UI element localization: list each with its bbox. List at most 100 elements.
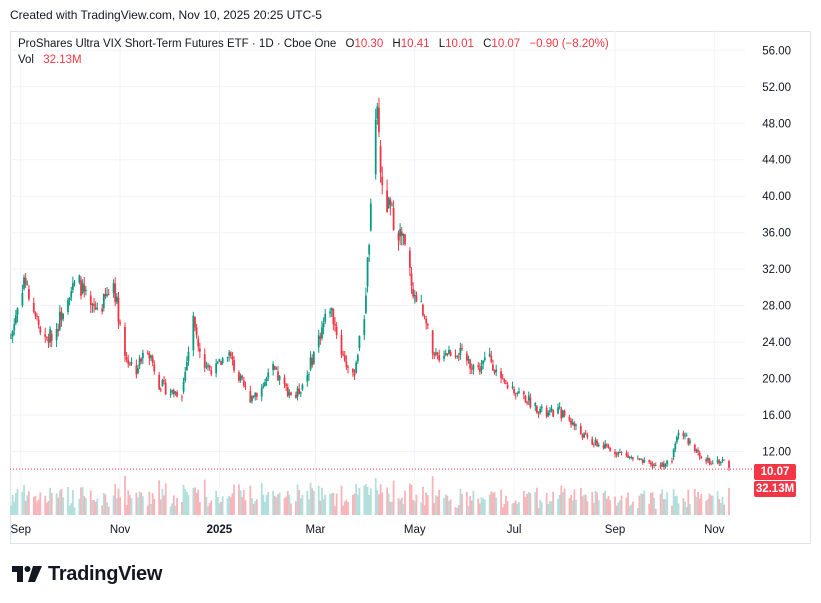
candle-body — [535, 406, 538, 413]
volume-bar — [94, 501, 97, 515]
volume-bar — [661, 489, 664, 515]
candle-body — [488, 353, 491, 357]
time-tick-label: Jul — [507, 524, 522, 536]
candle-body — [721, 459, 724, 462]
volume-bar — [594, 490, 597, 515]
candle-body — [37, 319, 40, 325]
candle-body — [483, 357, 486, 360]
candle-body — [653, 464, 656, 466]
price-axis[interactable]: 56.00 52.00 48.00 44.00 40.00 36.00 32.00 28.00… — [762, 45, 791, 458]
volume-bar — [91, 500, 94, 515]
candle-body — [662, 463, 665, 468]
volume-bar — [275, 497, 278, 515]
grid-lines — [10, 31, 745, 515]
candle-body — [112, 283, 115, 294]
volume-bar — [277, 494, 279, 515]
volume-bar — [562, 492, 564, 515]
tradingview-logo[interactable]: TradingView — [12, 562, 162, 586]
volume-bar — [570, 494, 572, 515]
candle-body — [319, 336, 322, 339]
candle-body — [443, 355, 445, 359]
candle-body — [148, 353, 151, 359]
candle-body — [231, 356, 234, 360]
volume-bar — [728, 488, 730, 515]
time-tick-label: Mar — [306, 524, 326, 536]
price-tick-label: 52.00 — [762, 82, 791, 94]
volume-bar — [684, 501, 686, 515]
candle-body — [685, 435, 688, 437]
candle-body — [609, 448, 612, 451]
time-tick-label: May — [404, 524, 426, 536]
volume-bar — [185, 491, 188, 515]
candle-body — [592, 444, 595, 446]
candle-body — [138, 358, 141, 366]
candle-body — [400, 231, 403, 236]
price-chart[interactable]: 56.00 52.00 48.00 44.00 40.00 36.00 32.00 28.00… — [10, 31, 811, 544]
volume-bar — [534, 491, 537, 515]
volume-bar — [674, 496, 677, 515]
candle-body — [161, 380, 164, 387]
candle-body — [153, 364, 156, 372]
candle-body — [711, 463, 714, 465]
volume-bar — [267, 491, 270, 515]
volume-bar — [386, 487, 388, 515]
candle-body — [435, 352, 437, 355]
volume-bar — [347, 502, 349, 515]
volume-bar — [415, 494, 418, 515]
candle-body — [218, 359, 221, 362]
volume-bar — [457, 505, 460, 515]
candle-body — [55, 328, 58, 341]
volume-bar — [366, 487, 369, 515]
volume-bar — [449, 499, 452, 515]
candle-body — [698, 452, 701, 457]
volume-bar — [526, 493, 529, 515]
volume-bar — [290, 503, 292, 515]
candle-body — [205, 366, 208, 368]
candle-body — [264, 382, 266, 386]
volume-bar — [596, 492, 599, 515]
volume-bar — [477, 498, 480, 515]
price-tick-label: 56.00 — [762, 45, 791, 57]
candle-body — [363, 319, 366, 335]
candle-body — [104, 294, 107, 297]
volume-bar — [296, 484, 299, 515]
time-tick-label: Nov — [704, 524, 725, 536]
candle-body — [23, 277, 25, 289]
candle-body — [176, 392, 178, 397]
volume-bar — [332, 492, 335, 515]
volume-bar — [527, 491, 530, 515]
candle-body — [459, 347, 462, 356]
candle-body — [58, 311, 61, 330]
volume-bar — [492, 492, 494, 515]
volume-bar — [420, 502, 423, 515]
volume-bar — [391, 501, 393, 515]
volume-bar — [158, 480, 161, 515]
candle-body — [423, 316, 426, 317]
candle-body — [581, 435, 584, 438]
volume-bar — [233, 484, 235, 515]
volume-bar — [23, 485, 25, 515]
candle-body — [469, 359, 472, 369]
candle-body — [57, 329, 60, 332]
candle-body — [547, 412, 550, 416]
volume-bar — [264, 501, 266, 515]
volume-bar — [176, 498, 178, 515]
volume-bar — [146, 505, 149, 515]
candle-body — [381, 176, 384, 186]
candle-body — [415, 295, 418, 302]
candle-body — [391, 204, 393, 206]
volume-bar — [620, 495, 623, 515]
volume-bar — [537, 507, 540, 515]
time-axis[interactable]: Sep Nov 2025 Mar May Jul Sep Nov — [11, 524, 725, 536]
candle-body — [671, 461, 673, 462]
volume-bar — [435, 495, 437, 515]
candle-body — [308, 374, 310, 376]
candle-body — [413, 295, 416, 297]
volume-bar — [568, 498, 571, 515]
volume-bar — [412, 499, 415, 515]
volume-bar — [71, 489, 74, 515]
volume-bar — [254, 501, 257, 515]
volume-bar — [550, 501, 553, 515]
candle-body — [151, 356, 154, 363]
time-tick-label: Nov — [110, 524, 131, 536]
